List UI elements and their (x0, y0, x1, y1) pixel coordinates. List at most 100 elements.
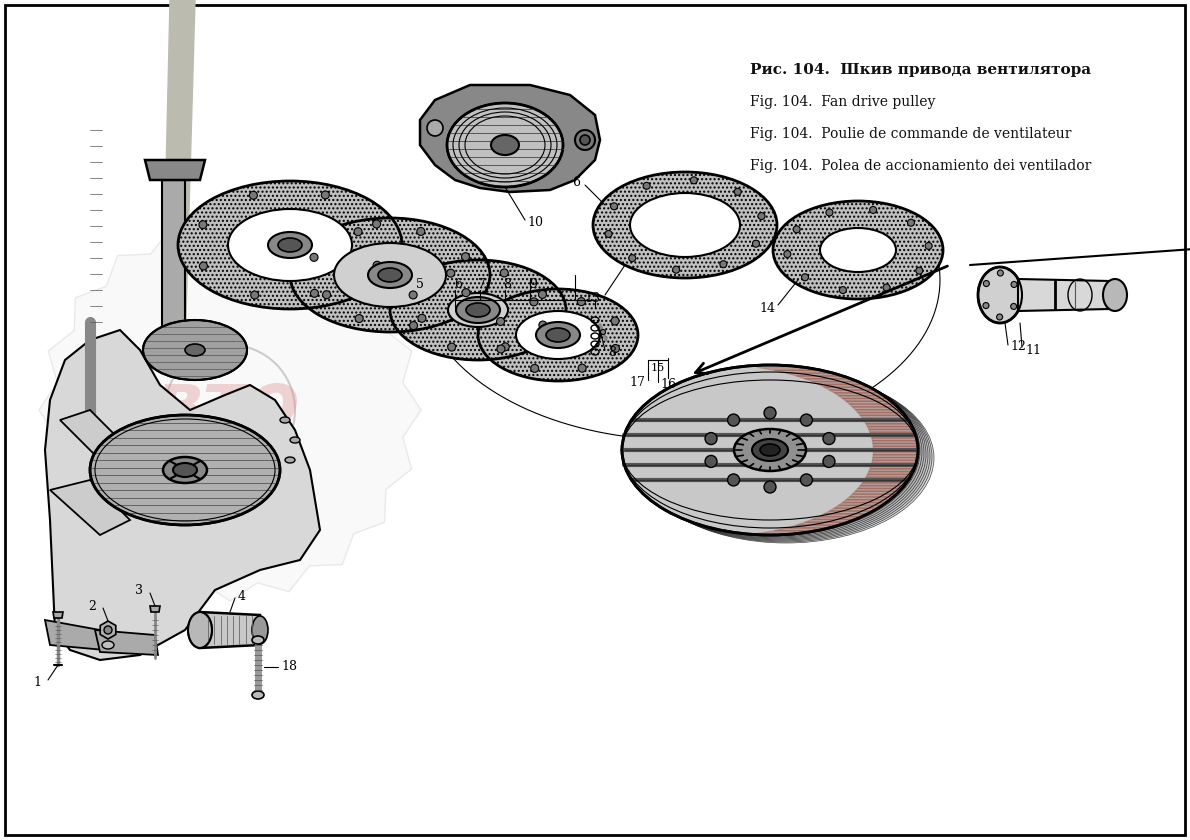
Circle shape (355, 314, 363, 323)
Circle shape (500, 269, 508, 277)
Circle shape (372, 220, 381, 228)
Ellipse shape (184, 344, 205, 356)
Ellipse shape (134, 442, 234, 498)
Circle shape (580, 135, 590, 145)
Circle shape (690, 176, 697, 184)
Circle shape (925, 243, 932, 249)
Polygon shape (150, 606, 159, 612)
Circle shape (104, 626, 112, 634)
Circle shape (322, 291, 331, 299)
Circle shape (908, 219, 914, 226)
Ellipse shape (284, 457, 295, 463)
Circle shape (996, 314, 1003, 320)
Circle shape (727, 414, 739, 426)
Circle shape (530, 298, 538, 306)
Ellipse shape (1103, 279, 1127, 311)
Text: Fig. 104.  Polea de accionamiento dei ventilador: Fig. 104. Polea de accionamiento dei ven… (750, 159, 1091, 173)
Ellipse shape (516, 311, 600, 359)
Circle shape (409, 322, 418, 329)
Ellipse shape (102, 641, 114, 649)
Polygon shape (95, 630, 158, 655)
Circle shape (199, 221, 207, 228)
Circle shape (577, 297, 585, 306)
Circle shape (764, 481, 776, 493)
Ellipse shape (252, 636, 264, 644)
Circle shape (727, 474, 739, 486)
Circle shape (200, 262, 207, 270)
Circle shape (826, 209, 833, 216)
Polygon shape (162, 180, 184, 350)
Circle shape (628, 255, 635, 261)
Text: 3: 3 (134, 585, 143, 597)
Circle shape (870, 207, 877, 213)
Text: 8: 8 (503, 279, 511, 291)
Circle shape (802, 274, 808, 281)
Ellipse shape (978, 267, 1022, 323)
Text: 4: 4 (238, 590, 246, 602)
Ellipse shape (130, 439, 240, 501)
Ellipse shape (143, 320, 248, 380)
Polygon shape (145, 160, 205, 180)
Ellipse shape (734, 429, 806, 471)
Circle shape (575, 130, 595, 150)
Text: 6: 6 (572, 176, 580, 188)
Polygon shape (45, 330, 320, 660)
Text: 2: 2 (88, 600, 96, 612)
Text: 1: 1 (33, 675, 40, 689)
Circle shape (997, 270, 1003, 276)
Text: 11: 11 (1025, 344, 1041, 356)
Ellipse shape (109, 427, 259, 513)
Text: 15: 15 (651, 363, 665, 373)
Ellipse shape (115, 430, 255, 510)
Circle shape (916, 267, 922, 274)
Circle shape (794, 226, 800, 233)
Ellipse shape (368, 262, 412, 288)
Ellipse shape (278, 238, 302, 252)
Ellipse shape (290, 437, 300, 443)
Polygon shape (100, 621, 115, 639)
Circle shape (612, 317, 619, 325)
Ellipse shape (752, 439, 788, 461)
Ellipse shape (173, 463, 198, 477)
Polygon shape (54, 612, 63, 618)
Text: 7авто: 7авто (50, 368, 300, 442)
Text: запчасть: запчасть (137, 426, 293, 454)
Ellipse shape (105, 424, 265, 516)
Ellipse shape (150, 450, 220, 490)
Circle shape (447, 343, 456, 351)
Circle shape (250, 192, 257, 199)
Text: Fig. 104.  Fan drive pulley: Fig. 104. Fan drive pulley (750, 95, 935, 109)
Ellipse shape (632, 370, 928, 540)
Polygon shape (155, 345, 200, 355)
Circle shape (311, 289, 319, 297)
Ellipse shape (163, 457, 207, 483)
Circle shape (752, 240, 759, 247)
Text: 5: 5 (416, 279, 424, 291)
Ellipse shape (760, 444, 779, 456)
Ellipse shape (491, 135, 519, 155)
Ellipse shape (100, 421, 270, 519)
Ellipse shape (95, 418, 275, 522)
Ellipse shape (626, 367, 922, 537)
Ellipse shape (120, 433, 250, 507)
Ellipse shape (159, 456, 209, 484)
Ellipse shape (593, 172, 777, 278)
Ellipse shape (178, 181, 402, 309)
Ellipse shape (165, 459, 205, 481)
Circle shape (605, 230, 612, 238)
Ellipse shape (456, 297, 500, 323)
Circle shape (612, 344, 620, 353)
Ellipse shape (390, 260, 566, 360)
Ellipse shape (638, 373, 934, 543)
Polygon shape (420, 85, 600, 192)
Circle shape (823, 455, 835, 467)
Circle shape (418, 314, 426, 323)
Circle shape (496, 318, 505, 325)
Circle shape (538, 291, 546, 298)
Polygon shape (45, 620, 105, 650)
Circle shape (531, 365, 539, 372)
FancyBboxPatch shape (5, 5, 1185, 835)
Polygon shape (162, 0, 195, 350)
Circle shape (1010, 303, 1016, 309)
Ellipse shape (624, 366, 920, 536)
